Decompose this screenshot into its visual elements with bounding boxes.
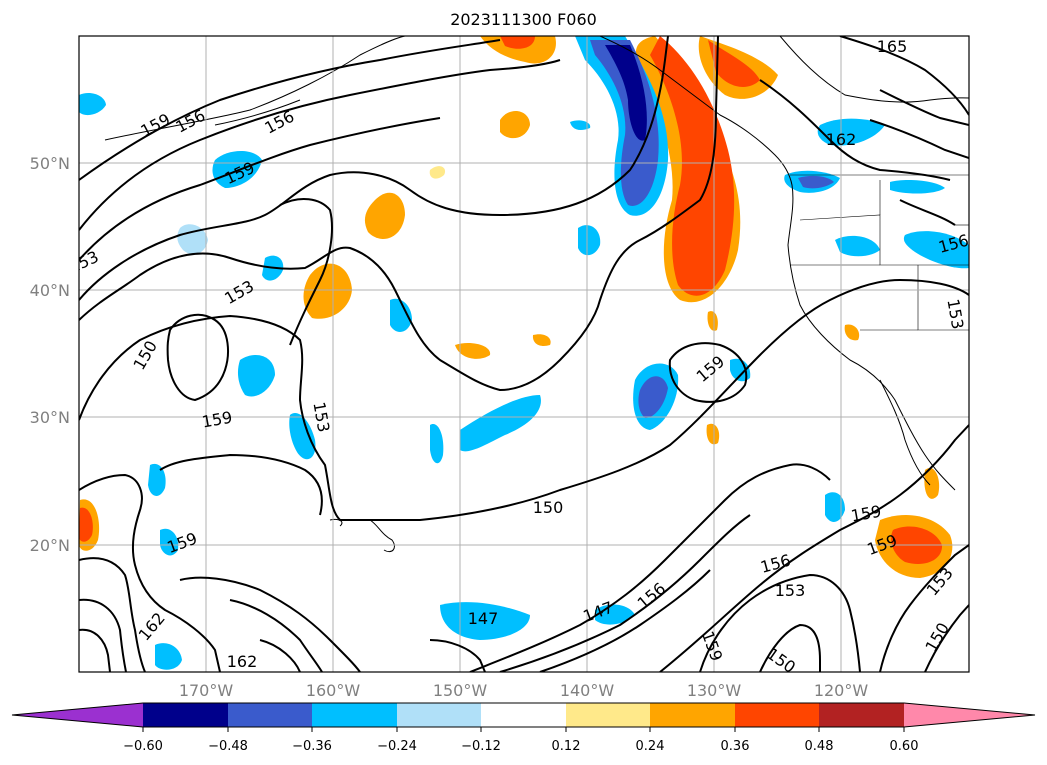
contour-label: 150 [533, 498, 564, 517]
colorbar-segment [566, 703, 650, 727]
lat-label-50n: 50°N [30, 154, 70, 173]
map-title: 2023111300 F060 [450, 10, 597, 29]
colorbar-tick-labels: −0.60 −0.48 −0.36 −0.24 −0.12 0.12 0.24 … [123, 739, 918, 754]
colorbar-ticks [142, 727, 905, 732]
lon-label-150w: 150°W [433, 681, 488, 700]
positive-shading [79, 36, 953, 578]
map-frame [78, 35, 970, 673]
lon-label-140w: 140°W [560, 681, 615, 700]
colorbar-tick-label: −0.24 [377, 739, 417, 754]
colorbar-tick-label: −0.60 [123, 739, 163, 754]
lat-label-30n: 30°N [30, 408, 70, 427]
colorbar-segment [650, 703, 735, 727]
lat-label-20n: 20°N [30, 536, 70, 555]
lat-label-40n: 40°N [30, 281, 70, 300]
contour-label: 162 [826, 130, 857, 149]
colorbar-tick-label: 0.60 [890, 739, 919, 754]
colorbar-segment [397, 703, 481, 727]
contour-label: 162 [227, 652, 258, 671]
colorbar-tick-label: 0.12 [552, 739, 581, 754]
lon-label-170w: 170°W [179, 681, 234, 700]
colorbar-tick-label: 0.48 [805, 739, 834, 754]
colorbar-extend-max [904, 703, 1035, 727]
colorbar-tick-label: −0.36 [292, 739, 332, 754]
political-borders [790, 174, 969, 331]
lon-label-160w: 160°W [306, 681, 361, 700]
latitude-labels: 50°N 40°N 30°N 20°N [30, 154, 70, 555]
lon-label-130w: 130°W [687, 681, 742, 700]
contour-label: 147 [468, 609, 499, 628]
colorbar-segment [143, 703, 228, 727]
colorbar-segment [735, 703, 819, 727]
colorbar: −0.60 −0.48 −0.36 −0.24 −0.12 0.12 0.24 … [11, 702, 1036, 754]
longitude-labels: 170°W 160°W 150°W 140°W 130°W 120°W [179, 681, 869, 700]
colorbar-tick-label: 0.24 [636, 739, 665, 754]
colorbar-segment [481, 703, 566, 727]
colorbar-extend-min [12, 703, 143, 727]
negative-shading [79, 36, 969, 670]
lon-label-120w: 120°W [814, 681, 869, 700]
gridlines [79, 36, 969, 672]
colorbar-segment [228, 703, 312, 727]
colorbar-segment [819, 703, 904, 727]
colorbar-tick-label: −0.12 [461, 739, 501, 754]
colorbar-segment [312, 703, 397, 727]
contour-label: 165 [877, 37, 908, 56]
colorbar-tick-label: −0.48 [208, 739, 248, 754]
contour-label: 153 [775, 581, 806, 600]
colorbar-tick-label: 0.36 [721, 739, 750, 754]
height-contours [79, 36, 969, 672]
